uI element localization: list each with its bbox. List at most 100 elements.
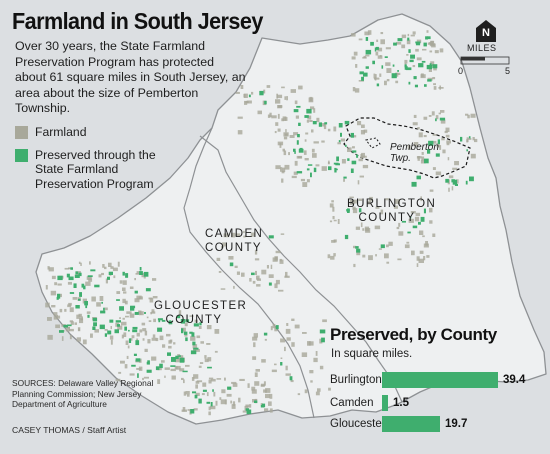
map-title: Farmland in South Jersey <box>12 8 263 34</box>
farmland-patch <box>268 401 272 406</box>
farmland-patch <box>234 265 238 268</box>
preserved-patch <box>415 41 421 44</box>
farmland-patch <box>398 231 404 236</box>
farmland-patch <box>434 50 439 54</box>
farmland-patch <box>198 365 202 368</box>
preserved-patch <box>347 158 350 161</box>
farmland-patch <box>219 397 222 400</box>
farmland-patch <box>271 115 277 119</box>
farmland-patch <box>368 255 373 261</box>
preserved-patch <box>227 386 232 390</box>
preserved-patch <box>365 49 372 55</box>
sources-note: SOURCES: Delaware Valley Regional Planni… <box>12 378 154 409</box>
farmland-patch <box>327 254 331 259</box>
farmland-patch <box>266 265 269 269</box>
farmland-patch <box>306 179 310 183</box>
farmland-patch <box>351 200 355 203</box>
farmland-patch <box>251 389 257 394</box>
farmland-patch <box>169 339 173 343</box>
farmland-patch <box>351 33 356 37</box>
farmland-patch <box>442 149 446 154</box>
farmland-patch <box>243 93 246 98</box>
legend-item-farmland: Farmland <box>15 125 215 140</box>
preserved-patch <box>411 181 417 187</box>
preserved-patch <box>193 323 199 327</box>
farmland-patch <box>142 328 147 332</box>
farmland-patch <box>78 328 80 331</box>
farmland-patch <box>65 327 70 332</box>
preserved-patch <box>79 292 82 297</box>
farmland-patch <box>331 240 336 243</box>
preserved-patch <box>182 370 188 373</box>
farmland-patch <box>85 281 91 286</box>
farmland-patch <box>467 114 470 119</box>
farmland-patch <box>183 391 187 396</box>
farmland-patch <box>274 131 277 134</box>
preserved-patch <box>425 36 428 40</box>
farmland-patch <box>328 387 331 391</box>
farmland-patch <box>265 388 271 393</box>
farmland-patch <box>151 309 155 313</box>
preserved-patch <box>280 362 283 366</box>
farmland-patch <box>80 316 83 321</box>
farmland-patch <box>269 112 272 117</box>
farmland-patch <box>311 148 315 153</box>
farmland-patch <box>237 130 243 135</box>
farmland-patch <box>332 206 335 212</box>
farmland-patch <box>74 322 77 325</box>
farmland-patch <box>125 315 129 318</box>
farmland-patch <box>429 220 433 224</box>
farmland-patch <box>417 127 420 130</box>
preserved-patch <box>192 391 197 394</box>
farmland-patch <box>361 155 367 158</box>
farmland-patch <box>204 355 207 359</box>
farmland-patch <box>288 152 290 156</box>
farmland-patch <box>329 203 334 208</box>
farmland-patch <box>243 93 248 98</box>
farmland-patch <box>432 140 437 144</box>
township-label: Pemberton Twp. <box>390 142 439 164</box>
preserved-patch <box>319 329 326 334</box>
farmland-patch <box>266 85 271 88</box>
farmland-patch <box>323 124 327 130</box>
farmland-patch <box>231 404 236 409</box>
preserved-patch <box>78 272 82 277</box>
farmland-patch <box>261 359 266 363</box>
farmland-patch <box>247 383 250 388</box>
preserved-patch <box>468 136 471 139</box>
farmland-patch <box>364 31 370 36</box>
farmland-patch <box>157 379 161 384</box>
farmland-patch <box>162 344 166 348</box>
preserved-patch <box>347 208 350 213</box>
farmland-patch <box>285 271 288 277</box>
farmland-patch <box>181 377 184 380</box>
preserved-patch <box>193 347 199 350</box>
preserved-patch <box>68 276 74 281</box>
preserved-patch <box>78 298 81 301</box>
preserved-patch <box>421 60 426 63</box>
preserved-patch <box>268 235 274 239</box>
farmland-patch <box>215 400 218 406</box>
preserved-patch <box>345 144 347 147</box>
farmland-patch <box>161 360 165 363</box>
farmland-patch <box>220 399 226 405</box>
farmland-patch <box>362 56 367 59</box>
farmland-patch <box>285 365 288 371</box>
farmland-patch <box>228 256 234 260</box>
farmland-patch <box>396 226 400 230</box>
farmland-patch <box>263 89 266 94</box>
farmland-patch <box>446 140 451 144</box>
farmland-patch <box>281 170 285 174</box>
farmland-patch <box>256 275 260 280</box>
preserved-patch <box>108 271 113 275</box>
preserved-patch <box>191 332 195 337</box>
preserved-patch <box>406 67 412 71</box>
farmland-patch <box>51 275 56 280</box>
farmland-patch <box>269 393 273 399</box>
preserved-patch <box>374 47 377 52</box>
farmland-patch <box>138 310 142 315</box>
bar-value: 39.4 <box>503 374 526 386</box>
preserved-patch <box>176 315 181 319</box>
farmland-patch <box>210 378 216 382</box>
farmland-patch <box>436 143 440 148</box>
